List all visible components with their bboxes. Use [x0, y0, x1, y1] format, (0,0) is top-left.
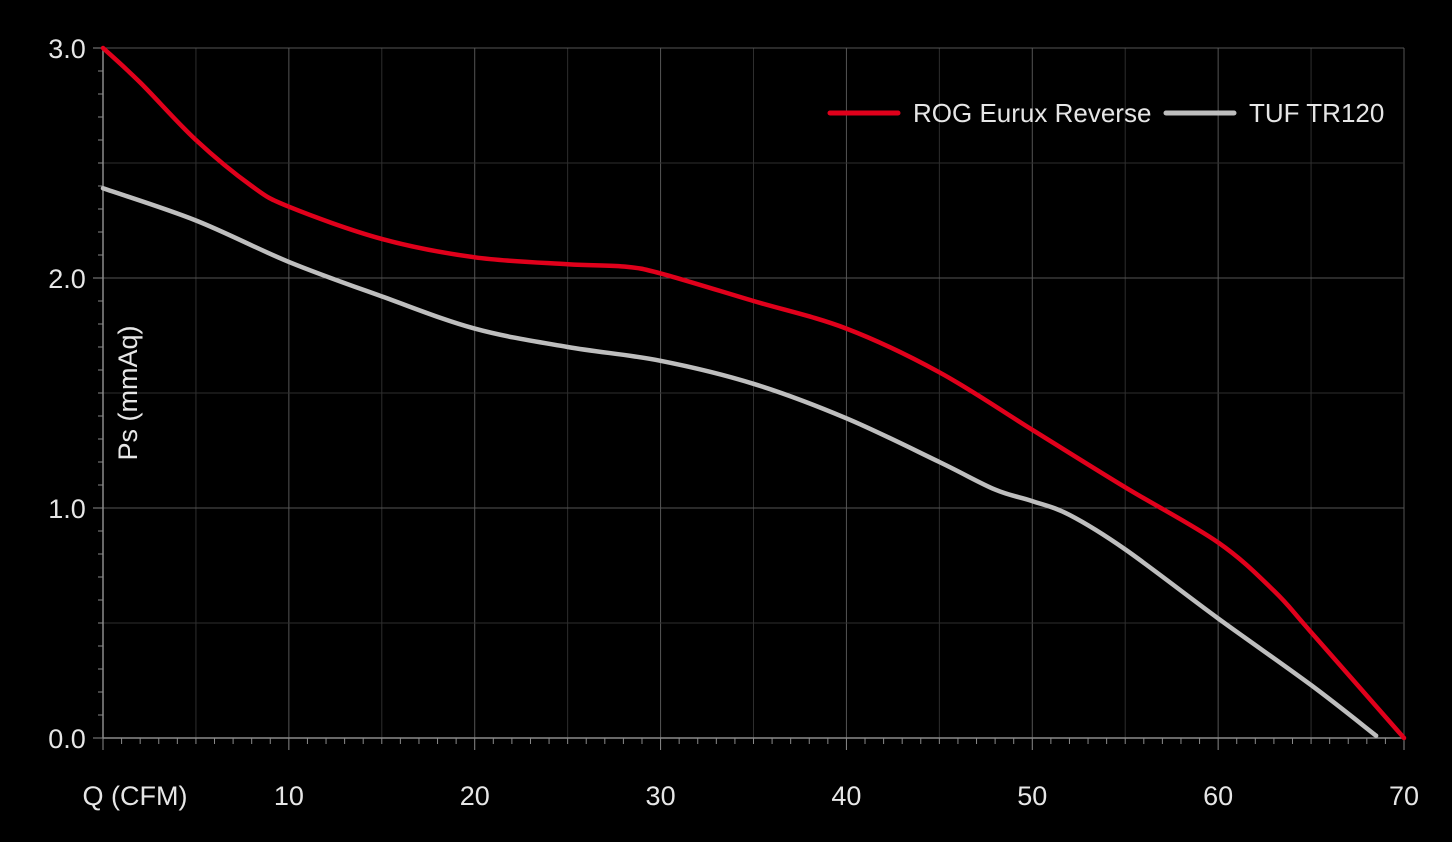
y-tick-label: 2.0 [48, 264, 86, 294]
x-tick-label: 70 [1389, 781, 1419, 811]
x-tick-label: 30 [646, 781, 676, 811]
x-tick-label: 20 [460, 781, 490, 811]
grid [103, 47, 1405, 738]
legend-label-tuf-tr120: TUF TR120 [1249, 98, 1384, 128]
y-axis-title: Ps (mmAq) [113, 326, 143, 461]
series-line-rog-eurux-reverse [100, 45, 1407, 741]
legend: ROG Eurux Reverse TUF TR120 [827, 98, 1384, 128]
y-tick-label: 1.0 [48, 494, 86, 524]
axes: 0.0 1.0 2.0 3.0 10 20 30 40 50 60 70 Q (CFM) Ps (mmA… [48, 34, 1419, 811]
x-tick-label: 40 [831, 781, 861, 811]
legend-label-rog-eurux-reverse: ROG Eurux Reverse [913, 98, 1151, 128]
x-axis-title: Q (CFM) [83, 781, 188, 811]
y-tick-label: 0.0 [48, 724, 86, 754]
x-tick-label: 60 [1203, 781, 1233, 811]
y-tick-label: 3.0 [48, 34, 86, 64]
series-lines [100, 45, 1407, 741]
x-tick-label: 10 [274, 781, 304, 811]
x-tick-label: 50 [1017, 781, 1047, 811]
series-line-tuf-tr120 [100, 186, 1379, 738]
